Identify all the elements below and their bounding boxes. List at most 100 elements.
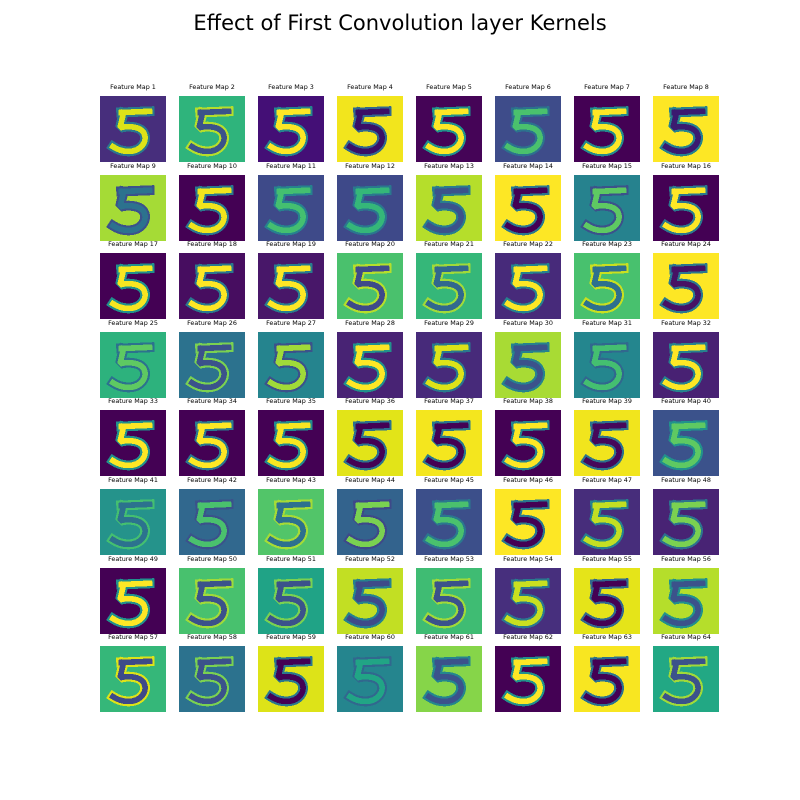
feature-map-image xyxy=(100,332,166,398)
feature-map-image xyxy=(100,489,166,555)
feature-map-cell: Feature Map 10 xyxy=(179,162,245,241)
digit-stroke-response xyxy=(346,265,390,312)
feature-map-cell: Feature Map 42 xyxy=(179,476,245,555)
feature-map-cell: Feature Map 27 xyxy=(258,319,324,398)
digit-stroke-response xyxy=(504,108,548,155)
digit-stroke-response xyxy=(109,187,153,234)
feature-map-label: Feature Map 12 xyxy=(345,162,395,170)
feature-map-cell: Feature Map 33 xyxy=(100,397,166,476)
feature-map-image xyxy=(495,568,561,634)
feature-map-cell: Feature Map 13 xyxy=(416,162,482,241)
feature-map-image xyxy=(574,332,640,398)
feature-map-cell: Feature Map 34 xyxy=(179,397,245,476)
feature-map-cell: Feature Map 49 xyxy=(100,555,166,634)
feature-map-image xyxy=(179,253,245,319)
digit-stroke-response xyxy=(662,265,706,312)
feature-map-label: Feature Map 46 xyxy=(503,476,553,484)
digit-stroke-response xyxy=(188,422,232,469)
feature-map-cell: Feature Map 23 xyxy=(574,240,640,319)
feature-map-label: Feature Map 48 xyxy=(661,476,711,484)
feature-map-label: Feature Map 11 xyxy=(266,162,316,170)
feature-map-cell: Feature Map 11 xyxy=(258,162,324,241)
feature-map-label: Feature Map 49 xyxy=(108,555,158,563)
digit-stroke-response xyxy=(109,501,153,548)
digit-stroke-response xyxy=(346,580,390,627)
digit-stroke-response xyxy=(425,658,469,705)
feature-map-label: Feature Map 62 xyxy=(503,633,553,641)
digit-stroke-response xyxy=(109,658,153,705)
feature-map-image xyxy=(179,410,245,476)
feature-map-label: Feature Map 26 xyxy=(187,319,237,327)
digit-stroke-response xyxy=(583,501,627,548)
feature-map-cell: Feature Map 28 xyxy=(337,319,403,398)
digit-stroke-response xyxy=(583,265,627,312)
feature-map-image xyxy=(653,175,719,241)
digit-stroke-response xyxy=(425,580,469,627)
feature-map-cell: Feature Map 21 xyxy=(416,240,482,319)
feature-map-label: Feature Map 56 xyxy=(661,555,711,563)
feature-map-image xyxy=(574,646,640,712)
digit-stroke-response xyxy=(662,422,706,469)
digit-stroke-response xyxy=(267,580,311,627)
feature-map-cell: Feature Map 3 xyxy=(258,83,324,162)
feature-map-cell: Feature Map 53 xyxy=(416,555,482,634)
digit-stroke-response xyxy=(346,108,390,155)
feature-map-cell: Feature Map 37 xyxy=(416,397,482,476)
feature-map-label: Feature Map 50 xyxy=(187,555,237,563)
feature-map-cell: Feature Map 17 xyxy=(100,240,166,319)
feature-map-cell: Feature Map 30 xyxy=(495,319,561,398)
digit-stroke-response xyxy=(662,501,706,548)
feature-map-cell: Feature Map 29 xyxy=(416,319,482,398)
feature-map-label: Feature Map 57 xyxy=(108,633,158,641)
digit-stroke-response xyxy=(504,187,548,234)
digit-stroke-response xyxy=(583,658,627,705)
digit-stroke-response xyxy=(425,187,469,234)
feature-map-image xyxy=(495,489,561,555)
feature-map-cell: Feature Map 59 xyxy=(258,633,324,712)
feature-map-image xyxy=(653,489,719,555)
feature-map-image xyxy=(100,568,166,634)
digit-stroke-response xyxy=(267,265,311,312)
digit-stroke-response xyxy=(188,108,232,155)
feature-map-label: Feature Map 21 xyxy=(424,240,474,248)
feature-map-image xyxy=(258,96,324,162)
digit-stroke-response xyxy=(109,108,153,155)
feature-map-image xyxy=(495,332,561,398)
feature-map-label: Feature Map 30 xyxy=(503,319,553,327)
feature-map-cell: Feature Map 40 xyxy=(653,397,719,476)
feature-map-image xyxy=(337,410,403,476)
feature-map-cell: Feature Map 61 xyxy=(416,633,482,712)
feature-map-label: Feature Map 63 xyxy=(582,633,632,641)
feature-map-image xyxy=(100,410,166,476)
digit-stroke-response xyxy=(188,344,232,391)
feature-map-label: Feature Map 17 xyxy=(108,240,158,248)
feature-map-cell: Feature Map 64 xyxy=(653,633,719,712)
feature-map-cell: Feature Map 46 xyxy=(495,476,561,555)
feature-map-label: Feature Map 38 xyxy=(503,397,553,405)
digit-stroke-response xyxy=(583,344,627,391)
feature-map-image xyxy=(574,410,640,476)
feature-map-image xyxy=(179,332,245,398)
feature-map-image xyxy=(574,568,640,634)
feature-map-cell: Feature Map 43 xyxy=(258,476,324,555)
feature-map-label: Feature Map 33 xyxy=(108,397,158,405)
feature-map-image xyxy=(495,410,561,476)
feature-map-image xyxy=(179,568,245,634)
feature-map-label: Feature Map 7 xyxy=(584,83,630,91)
feature-map-cell: Feature Map 4 xyxy=(337,83,403,162)
feature-map-image xyxy=(179,175,245,241)
feature-map-image xyxy=(495,96,561,162)
feature-map-label: Feature Map 37 xyxy=(424,397,474,405)
digit-stroke-response xyxy=(425,108,469,155)
feature-map-label: Feature Map 22 xyxy=(503,240,553,248)
feature-map-label: Feature Map 58 xyxy=(187,633,237,641)
feature-map-cell: Feature Map 2 xyxy=(179,83,245,162)
feature-map-image xyxy=(495,646,561,712)
feature-map-image xyxy=(416,410,482,476)
feature-map-cell: Feature Map 44 xyxy=(337,476,403,555)
digit-stroke-response xyxy=(267,501,311,548)
feature-map-label: Feature Map 16 xyxy=(661,162,711,170)
digit-stroke-response xyxy=(109,422,153,469)
feature-map-label: Feature Map 60 xyxy=(345,633,395,641)
digit-stroke-response xyxy=(583,108,627,155)
